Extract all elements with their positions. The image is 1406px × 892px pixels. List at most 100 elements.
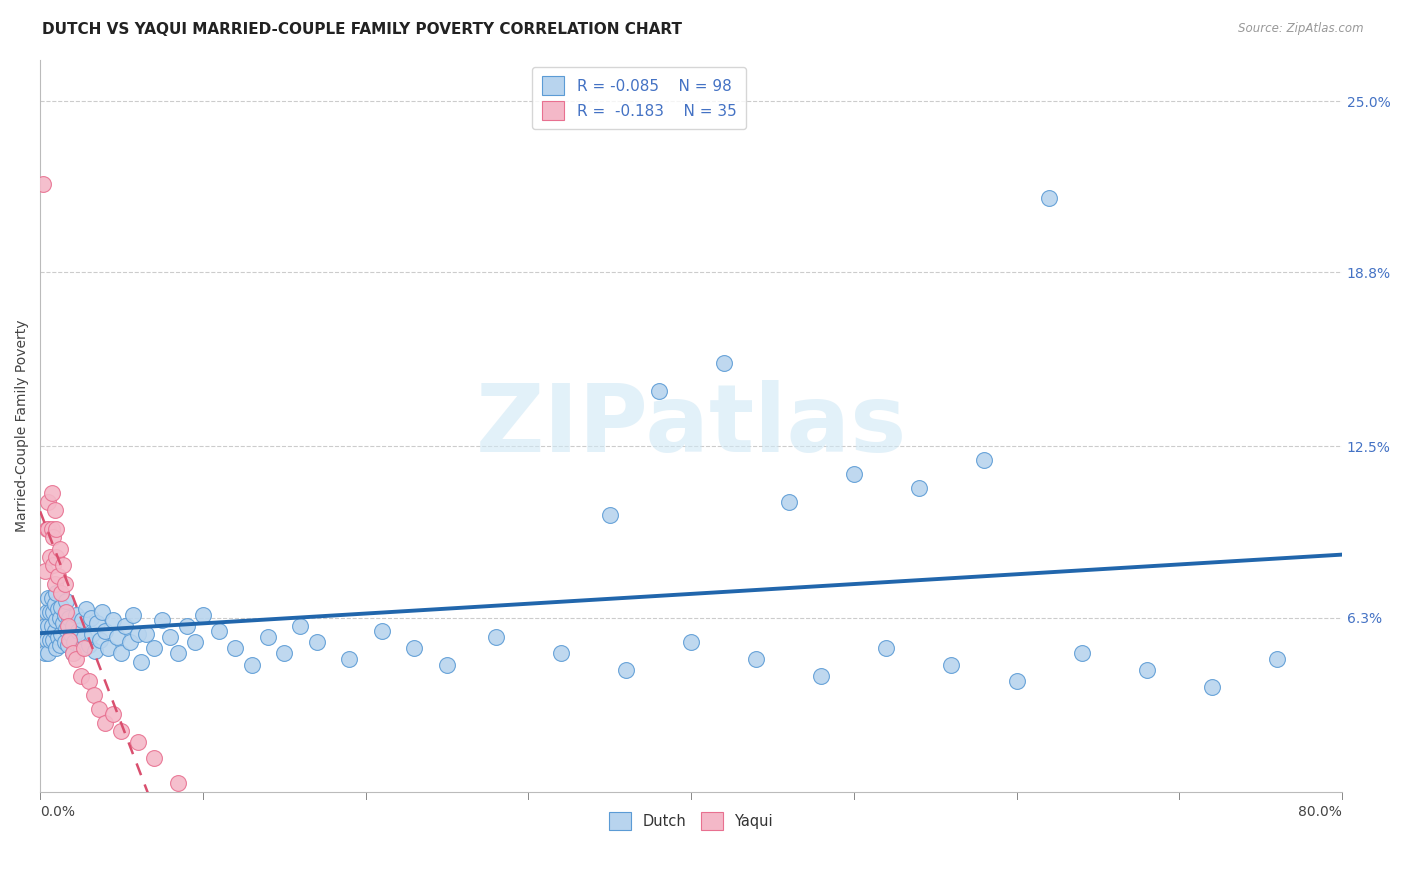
Point [91,605,114,619]
Point [48,638,70,652]
Point [183,635,205,649]
Text: ZIPatlas: ZIPatlas [475,380,907,472]
Point [45,549,67,564]
Point [75,602,97,616]
Point [110,647,132,661]
Point [65,652,87,666]
Point [614,663,637,677]
Point [371,624,394,639]
Point [778,494,800,508]
Point [52,558,75,573]
Point [42,558,65,573]
Point [41,486,63,500]
Point [58,610,80,624]
Point [77,674,100,689]
Text: 0.0%: 0.0% [41,805,75,819]
Point [713,356,735,370]
Point [60,627,83,641]
Point [114,619,136,633]
Point [257,630,280,644]
Point [44,577,66,591]
Point [110,723,132,738]
Point [37,591,59,606]
Point [84,644,107,658]
Point [53,635,76,649]
Point [38,549,60,564]
Point [55,622,77,636]
Point [745,652,768,666]
Point [127,627,149,641]
Point [1038,191,1060,205]
Point [208,624,231,639]
Point [681,635,703,649]
Point [485,630,508,644]
Point [56,638,79,652]
Point [44,503,66,517]
Point [42,605,65,619]
Point [41,591,63,606]
Point [44,597,66,611]
Point [103,707,125,722]
Point [34,564,56,578]
Point [143,751,166,765]
Point [290,619,312,633]
Point [89,632,111,647]
Point [51,627,73,641]
Point [65,607,87,622]
Point [45,613,67,627]
Point [875,640,897,655]
Point [37,647,59,661]
Point [810,668,832,682]
Point [436,657,458,672]
Point [129,655,152,669]
Point [41,522,63,536]
Point [35,522,58,536]
Point [240,657,263,672]
Point [72,613,94,627]
Point [66,624,89,639]
Point [404,640,426,655]
Point [46,630,69,644]
Point [63,635,86,649]
Point [73,630,96,644]
Point [83,688,105,702]
Point [42,531,65,545]
Point [41,619,63,633]
Point [337,652,360,666]
Point [56,619,79,633]
Point [159,630,181,644]
Point [143,640,166,655]
Point [55,594,77,608]
Point [51,585,73,599]
Point [62,619,84,633]
Point [167,776,190,790]
Point [53,607,76,622]
Point [122,607,145,622]
Point [35,605,58,619]
Point [69,668,91,682]
Text: DUTCH VS YAQUI MARRIED-COUPLE FAMILY POVERTY CORRELATION CHART: DUTCH VS YAQUI MARRIED-COUPLE FAMILY POV… [42,22,682,37]
Point [62,647,84,661]
Point [38,605,60,619]
Point [34,647,56,661]
Point [38,632,60,647]
Point [191,607,214,622]
Point [550,647,572,661]
Text: Source: ZipAtlas.com: Source: ZipAtlas.com [1239,22,1364,36]
Point [37,494,59,508]
Point [842,467,865,481]
Point [51,599,73,614]
Point [46,569,69,583]
Point [45,640,67,655]
Point [94,624,117,639]
Point [69,640,91,655]
Point [599,508,621,523]
Point [44,624,66,639]
Point [48,541,70,556]
Point [37,619,59,633]
Point [32,177,55,191]
Point [35,632,58,647]
Point [273,647,295,661]
Point [150,613,173,627]
Point [45,585,67,599]
